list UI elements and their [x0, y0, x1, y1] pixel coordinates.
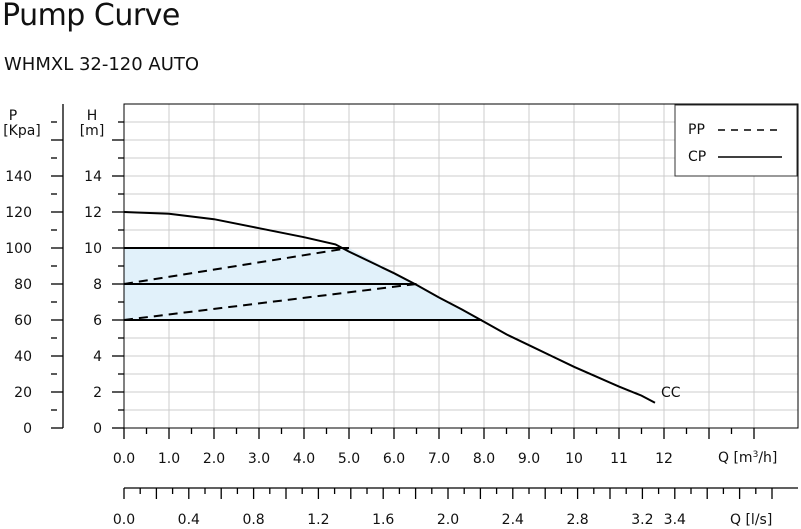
page-title: Pump Curve [2, 0, 180, 33]
curve-label-cc: CC [661, 385, 681, 401]
y-pressure-tick-label: 0 [23, 421, 32, 437]
x-tick-label: 11 [610, 451, 628, 467]
series-line-pp-2 [123, 283, 417, 321]
x-tick-label: 8.0 [473, 451, 495, 467]
y-pressure-axis-label: [Kpa] [3, 123, 41, 139]
x-secondary-tick-label: 1.6 [372, 512, 394, 528]
x-tick-label: 1.0 [158, 451, 180, 467]
y-tick-label: 14 [84, 169, 102, 185]
x-secondary-tick-label: 2.0 [437, 512, 459, 528]
x-secondary-tick-label: 0.8 [242, 512, 264, 528]
y-pressure-tick-label: 100 [5, 241, 32, 257]
y-tick-label: 6 [93, 313, 102, 329]
chart-series [123, 211, 656, 404]
legend-box [674, 104, 798, 177]
x-secondary-tick-label: 0.4 [178, 512, 200, 528]
page-subtitle: WHMXL 32-120 AUTO [4, 54, 200, 75]
y-axis-unit: H [87, 108, 98, 124]
x-secondary-tick-label: 3.4 [664, 512, 686, 528]
x-axis-label: Q [m3/h] [718, 450, 777, 466]
x-secondary-tick-label: 2.4 [502, 512, 524, 528]
chart-legend: PP CP [674, 104, 798, 177]
series-line-cc [123, 211, 656, 404]
x-secondary-tick-label: 0.0 [113, 512, 135, 528]
y-tick-label: 12 [84, 205, 102, 221]
y-pressure-tick-label: 80 [14, 277, 32, 293]
x-tick-label: 2.0 [203, 451, 225, 467]
x-tick-label: 3.0 [248, 451, 270, 467]
y-pressure-tick-label: 20 [14, 385, 32, 401]
y-tick-label: 4 [93, 349, 102, 365]
x-tick-label: 0.0 [113, 451, 135, 467]
x-secondary-tick-label: 3.2 [631, 512, 653, 528]
y-pressure-tick-label: 120 [5, 205, 32, 221]
y-pressure-tick-label: 140 [5, 169, 32, 185]
x-tick-label: 10 [565, 451, 583, 467]
y-tick-label: 10 [84, 241, 102, 257]
y-axis-label: [m] [80, 123, 105, 139]
series-line-pp-1 [123, 247, 350, 285]
x-tick-label: 12 [655, 451, 673, 467]
legend-label-cp: CP [688, 149, 706, 165]
y-pressure-tick-label: 60 [14, 313, 32, 329]
legend-label-pp: PP [688, 122, 705, 138]
x-secondary-tick-label: 1.2 [307, 512, 329, 528]
y-tick-label: 0 [93, 421, 102, 437]
x-tick-label: 7.0 [428, 451, 450, 467]
y-tick-label: 2 [93, 385, 102, 401]
x-tick-label: 4.0 [293, 451, 315, 467]
y-tick-label: 8 [93, 277, 102, 293]
x-tick-label: 5.0 [338, 451, 360, 467]
x-tick-label: 9.0 [518, 451, 540, 467]
x-tick-label: 6.0 [383, 451, 405, 467]
y-pressure-tick-label: 40 [14, 349, 32, 365]
y-pressure-axis-unit: P [9, 108, 17, 124]
x-secondary-tick-label: 2.8 [566, 512, 588, 528]
x-secondary-axis-label: Q [l/s] [730, 512, 772, 528]
